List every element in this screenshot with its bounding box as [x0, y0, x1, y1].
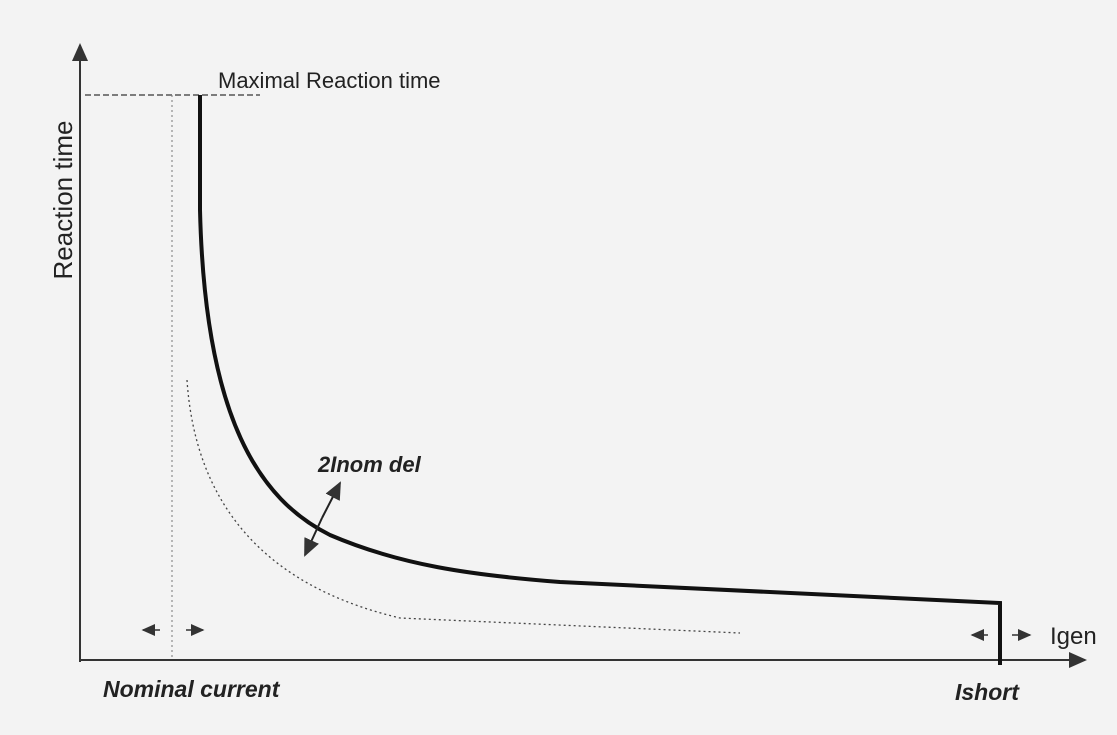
nominal-label: Nominal current — [103, 676, 281, 702]
y-axis-label: Reaction time — [48, 121, 78, 280]
max-time-label: Maximal Reaction time — [218, 68, 441, 93]
short-label: Ishort — [955, 679, 1020, 705]
x-axis-label: Igen — [1050, 623, 1097, 650]
setting-arrow — [321, 481, 341, 519]
reaction-curve — [198, 95, 1002, 665]
setting-label: 2Inom del — [317, 452, 422, 477]
setting-arrow — [304, 517, 323, 557]
